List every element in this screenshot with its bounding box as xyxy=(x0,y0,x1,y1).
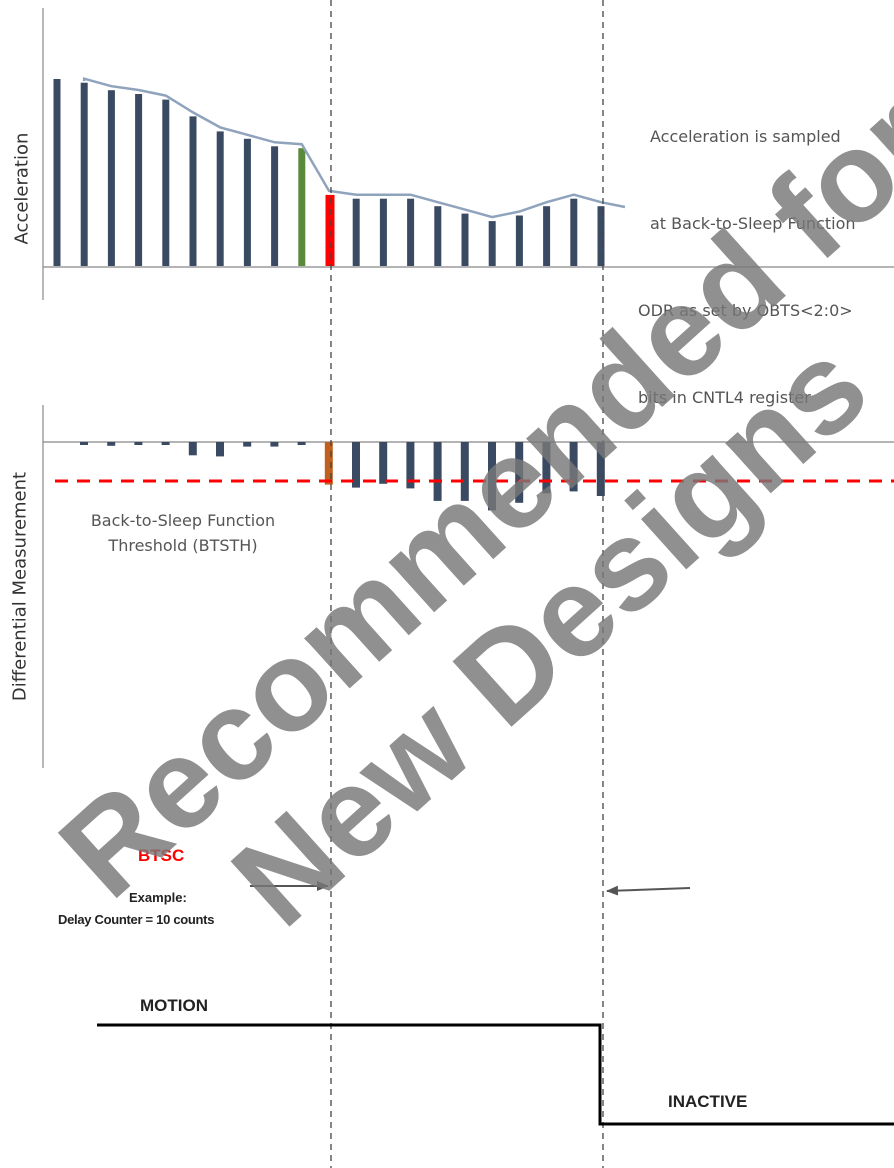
accel-sample-bar xyxy=(325,194,335,266)
diff-sample-bar xyxy=(460,442,469,501)
diff-sample-bar xyxy=(433,442,442,501)
sampling-note-line-2: at Back-to-Sleep Function xyxy=(650,214,856,233)
diff-sample-bar xyxy=(488,442,496,511)
diff-sample-bar xyxy=(270,442,279,447)
diff-sample-bar xyxy=(188,442,197,456)
diff-axis-label: Differential Measurement xyxy=(9,471,31,702)
diff-sample-bar xyxy=(352,442,360,488)
accel-sample-bar xyxy=(162,99,170,266)
accel-sample-bar xyxy=(298,148,306,266)
inactive-arrow xyxy=(606,885,691,896)
example-label: Example: xyxy=(129,890,187,905)
accel-sample-bar xyxy=(216,131,224,266)
btsc-label: BTSC xyxy=(138,846,185,865)
accel-sample-bar xyxy=(434,206,442,266)
accel-sample-bar xyxy=(189,116,197,267)
diff-sample-bar xyxy=(406,442,415,489)
accel-sample-bar xyxy=(352,198,360,266)
accel-sample-bar xyxy=(597,206,605,266)
accel-sample-bar xyxy=(80,82,88,266)
diff-sample-bar xyxy=(80,442,88,445)
accel-sample-bar xyxy=(570,198,578,266)
threshold-label: Back-to-Sleep Function Threshold (BTSTH) xyxy=(58,508,308,558)
accel-trend-line xyxy=(82,77,626,219)
diff-sample-bar xyxy=(515,442,524,503)
accel-sample-bar xyxy=(379,198,387,266)
accel-sample-bar xyxy=(53,79,61,266)
sampling-note-line-3: ODR as set by OBTS<2:0> xyxy=(638,301,853,320)
diff-bars xyxy=(80,442,605,511)
accel-sample-bar xyxy=(243,138,251,266)
accel-sample-bar xyxy=(488,221,496,266)
threshold-label-line-1: Back-to-Sleep Function xyxy=(90,511,276,530)
sampling-note-line-1: Acceleration is sampled xyxy=(650,127,841,146)
accel-sample-bar xyxy=(515,215,523,266)
accel-sample-bar xyxy=(407,198,415,266)
diff-sample-bar xyxy=(107,442,116,446)
threshold-label-line-2: Threshold (BTSTH) xyxy=(108,536,258,555)
motion-label: MOTION xyxy=(140,996,208,1015)
diff-sample-bar xyxy=(542,442,551,494)
diff-sample-bar xyxy=(297,442,306,445)
delay-counter-label: Delay Counter = 10 counts xyxy=(58,912,215,927)
accel-sample-bar xyxy=(461,213,469,266)
accel-sample-bar xyxy=(543,206,551,266)
sampling-note-line-4: bits in CNTL4 register xyxy=(638,388,811,407)
diff-sample-bar xyxy=(324,442,333,485)
state-waveform xyxy=(97,1023,894,1126)
sampling-note: Acceleration is sampled at Back-to-Sleep… xyxy=(638,64,856,441)
inactive-label: INACTIVE xyxy=(668,1092,748,1111)
accel-sample-bar xyxy=(107,90,115,266)
diff-sample-bar xyxy=(379,442,388,484)
accel-sample-bar xyxy=(271,146,279,266)
accel-sample-bar xyxy=(135,94,143,266)
diff-sample-bar xyxy=(134,442,143,445)
diff-sample-bar xyxy=(596,442,605,496)
diff-sample-bar xyxy=(161,442,170,445)
accel-axis-label: Acceleration xyxy=(11,132,33,245)
accel-bars xyxy=(53,79,605,267)
diff-sample-bar xyxy=(216,442,224,457)
diff-sample-bar xyxy=(243,442,252,447)
diff-sample-bar xyxy=(569,442,578,492)
